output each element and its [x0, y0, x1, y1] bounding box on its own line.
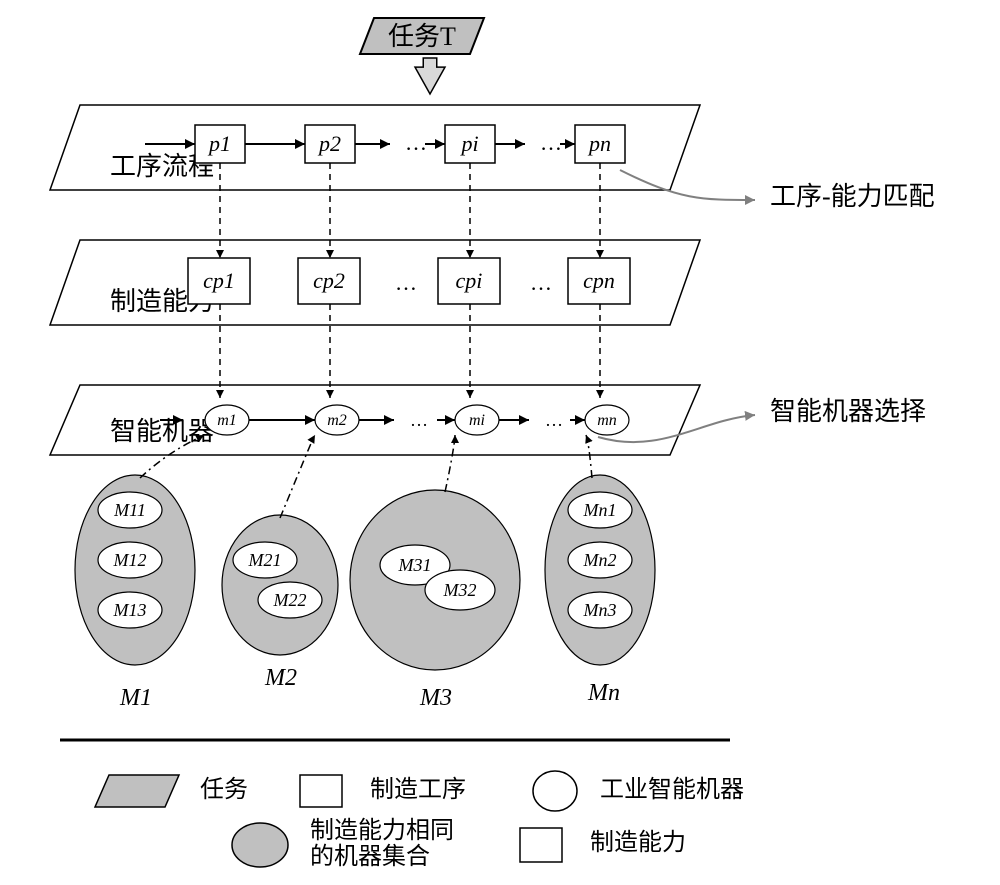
pool-member-label-M22: M22: [273, 590, 307, 610]
node-label-m2: m2: [327, 412, 347, 429]
pool-member-label-M13: M13: [113, 600, 147, 620]
node-label-p2: p2: [317, 131, 341, 156]
pool-link-Mn: [586, 435, 592, 478]
task-label: 任务T: [388, 22, 456, 51]
legend-label-3-1: 的机器集合: [310, 843, 430, 870]
annotation-text-select: 智能机器选择: [770, 397, 926, 426]
node-label-cp1: cp1: [203, 268, 235, 293]
diagram-canvas: 任务T工序流程p1p2pipn……制造能力cp1cp2cpicpn……智能机器m…: [0, 0, 1000, 885]
pool-member-label-M12: M12: [113, 550, 147, 570]
node-label-mi: mi: [469, 412, 485, 429]
annotation-arrow-match: [620, 170, 755, 200]
pool-member-label-Mn3: Mn3: [583, 600, 617, 620]
legend-shape-4: [520, 828, 562, 862]
dots-2: …: [540, 130, 562, 155]
dots-m-1: …: [410, 410, 428, 430]
legend-shape-0: [95, 775, 179, 807]
node-label-p1: p1: [207, 131, 231, 156]
pool-label-M3: M3: [419, 685, 452, 711]
legend-shape-1: [300, 775, 342, 807]
node-label-cp2: cp2: [313, 268, 345, 293]
pool-label-M1: M1: [119, 685, 152, 711]
pool-label-Mn: Mn: [587, 680, 620, 706]
down-arrow-icon: [415, 58, 445, 94]
dots-cp-1: …: [395, 270, 417, 295]
node-label-cpi: cpi: [456, 268, 483, 293]
node-label-m1: m1: [217, 412, 237, 429]
pool-member-label-Mn2: Mn2: [583, 550, 617, 570]
node-label-pi: pi: [459, 131, 478, 156]
node-label-pn: pn: [587, 131, 611, 156]
node-label-mn: mn: [597, 412, 617, 429]
dots-cp-2: …: [530, 270, 552, 295]
legend-label-1: 制造工序: [370, 776, 466, 803]
node-label-cpn: cpn: [583, 268, 615, 293]
legend-shape-2: [533, 771, 577, 811]
pool-link-M3: [445, 435, 455, 492]
annotation-text-match: 工序-能力匹配: [770, 182, 935, 211]
pool-label-M2: M2: [264, 665, 297, 691]
pool-member-label-M32: M32: [443, 580, 477, 600]
pool-link-M2: [280, 435, 315, 518]
pool-member-label-M31: M31: [398, 555, 432, 575]
legend-label-4: 制造能力: [590, 829, 686, 856]
layer-title-machine: 智能机器: [110, 417, 214, 446]
legend-label-2: 工业智能机器: [600, 776, 744, 803]
legend-label-3-0: 制造能力相同: [310, 817, 454, 844]
pool-member-label-M11: M11: [113, 500, 146, 520]
dots-m-2: …: [545, 410, 563, 430]
pool-member-label-M21: M21: [248, 550, 282, 570]
pool-member-label-Mn1: Mn1: [583, 500, 617, 520]
dots-1: …: [405, 130, 427, 155]
legend-label-0: 任务: [200, 776, 248, 803]
legend-shape-3: [232, 823, 288, 867]
